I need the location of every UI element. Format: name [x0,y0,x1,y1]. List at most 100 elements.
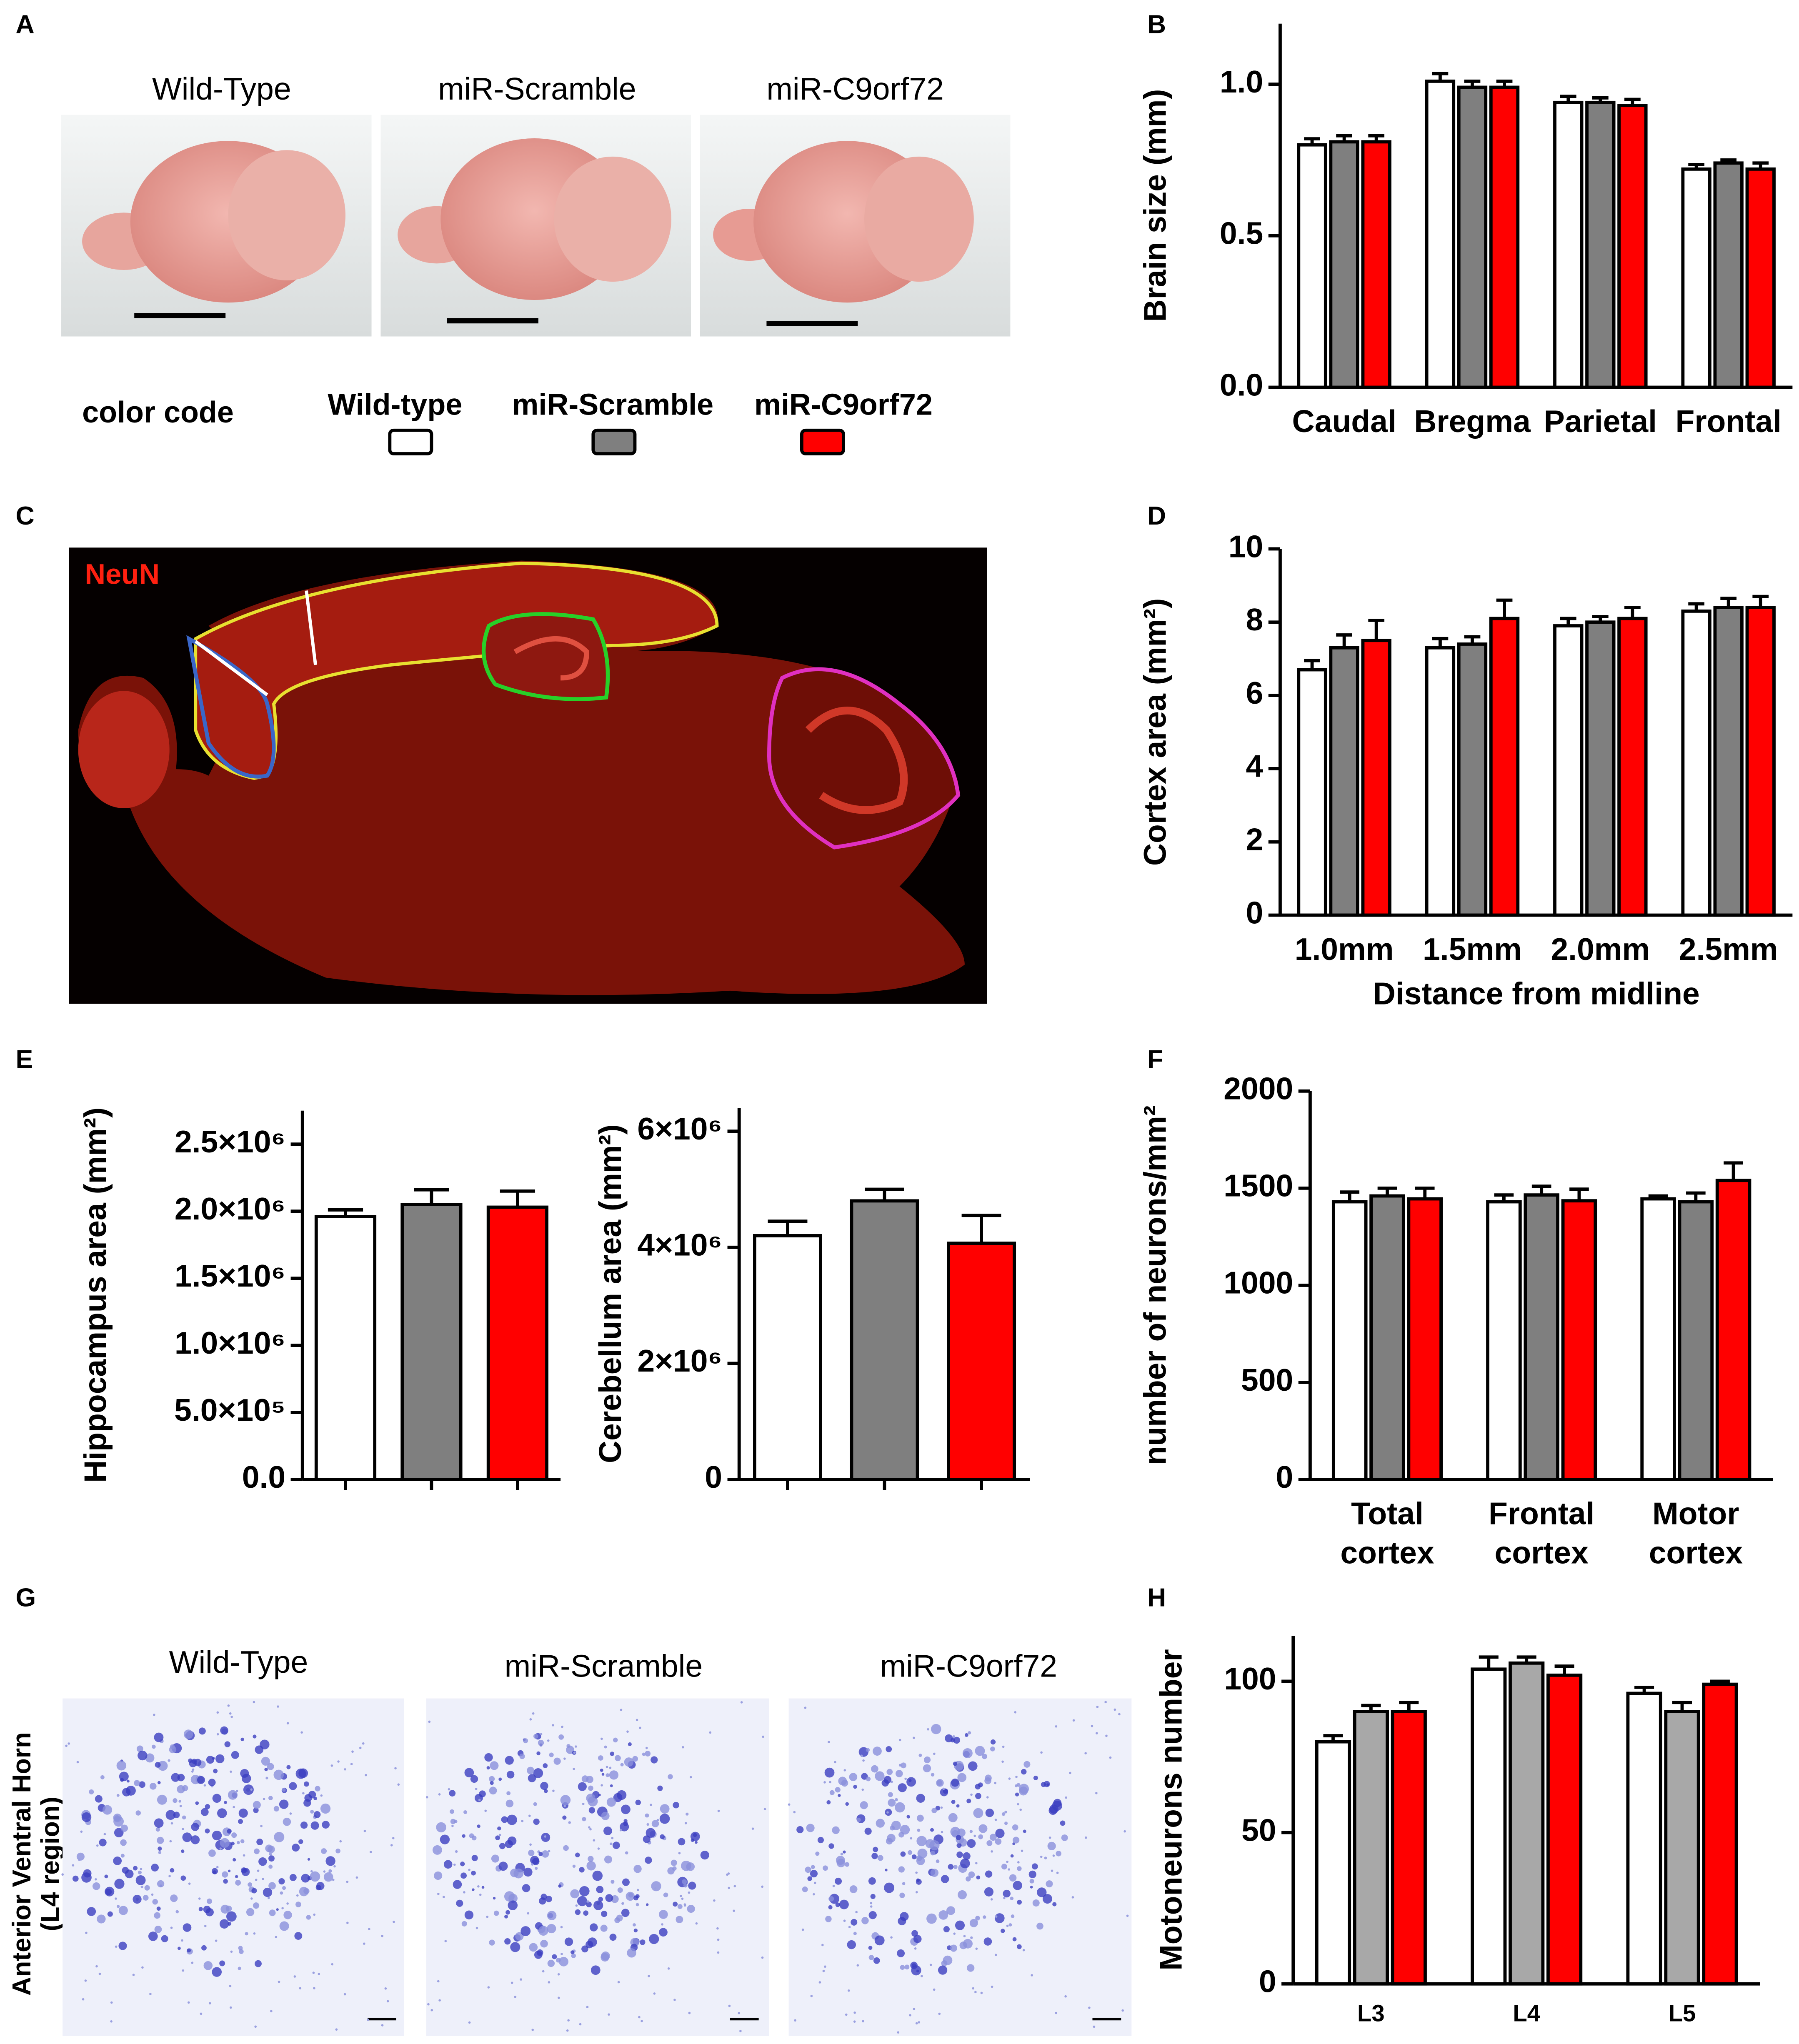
photo-label: miR-C9orf72 [880,1648,1057,1683]
cell [486,1766,490,1770]
y-axis-label: Hippocampus area (mm²) [78,1107,113,1483]
x-tick-label: Bregma [1414,404,1531,439]
photo-label: Wild-Type [169,1644,308,1679]
cell [107,1911,113,1917]
cell [313,1811,321,1818]
bar [1361,140,1391,389]
cell [192,1768,195,1771]
cell [598,1755,603,1761]
cell [105,1887,115,1897]
cell [978,1824,988,1833]
cell [1012,1842,1015,1845]
cell [504,1914,508,1919]
cell [601,1951,610,1961]
cell [536,1751,540,1756]
cell [916,1878,920,1882]
cell [463,1810,468,1814]
cell [479,1790,486,1797]
cell [793,1811,796,1814]
cell [95,1965,98,1968]
cell [570,1950,575,1954]
panel-label: G [16,1583,36,1612]
cell [884,1882,895,1893]
cell [140,1885,143,1889]
cell [908,1850,913,1855]
cell [898,1866,905,1873]
cell [206,1898,213,1904]
cell [275,1936,278,1939]
cell [761,1885,763,1888]
cell [592,1870,603,1881]
cell [821,1944,824,1947]
cell [926,1913,937,1924]
cell [299,1887,309,1897]
cell [300,1731,303,1734]
cell [519,1753,525,1759]
cell [956,1835,961,1840]
cell [861,1917,869,1924]
cell [709,1731,712,1734]
bar [1640,1197,1676,1481]
y-tick-label: 1.0×10⁶ [175,1325,285,1360]
cell [654,1887,657,1890]
cell [240,1839,245,1844]
cell [533,1802,537,1806]
cell [110,2020,113,2023]
cell [533,1768,543,1778]
bar [1553,624,1584,917]
cell [588,1856,594,1862]
cell [187,1948,191,1953]
x-tick-label: Motor cortex [1649,1496,1743,1570]
cell [966,1964,975,1972]
cell [437,1980,440,1983]
cell [384,1987,387,1990]
cell [900,1965,905,1970]
cell [538,1852,543,1856]
cell [240,1769,249,1778]
cell [633,1865,642,1873]
cell [911,1963,916,1968]
y-tick-label: 0 [1276,1459,1293,1494]
cell [100,1775,105,1779]
cell [365,1774,367,1777]
cell [346,1880,349,1883]
cell [223,1879,228,1884]
cell [600,1768,603,1772]
cell [386,2000,389,2003]
cell [159,1884,163,1887]
cell [589,1828,592,1831]
cell [135,1810,141,1816]
cell [558,1884,562,1888]
cell [552,1954,557,1959]
cell [499,1843,505,1849]
cell [593,1839,595,1842]
cell [1021,1769,1027,1775]
cell [738,2012,741,2014]
cell [668,1774,673,1779]
cell [390,1844,393,1847]
cell [956,1804,960,1808]
cell [225,1905,232,1912]
cell [851,1919,858,1926]
cell [283,1817,291,1826]
cell [733,1885,736,1887]
cell [818,1981,821,1984]
cell [273,1769,284,1780]
cell [936,1779,944,1787]
cell [320,1794,323,1797]
cell [115,1945,118,1948]
cell [1019,1808,1022,1811]
y-tick-label: 6×10⁶ [637,1111,722,1146]
cell [805,1867,811,1873]
cell [157,1781,161,1784]
y-tick-label: 0 [705,1459,722,1494]
cell [581,1775,589,1783]
cell [1012,1937,1017,1942]
cell [543,1763,548,1768]
cell [126,1779,130,1783]
cell [870,1905,873,1908]
cell [895,1802,905,1813]
cell [99,1839,107,1847]
cell [1023,1829,1026,1833]
cell [1047,1842,1056,1851]
